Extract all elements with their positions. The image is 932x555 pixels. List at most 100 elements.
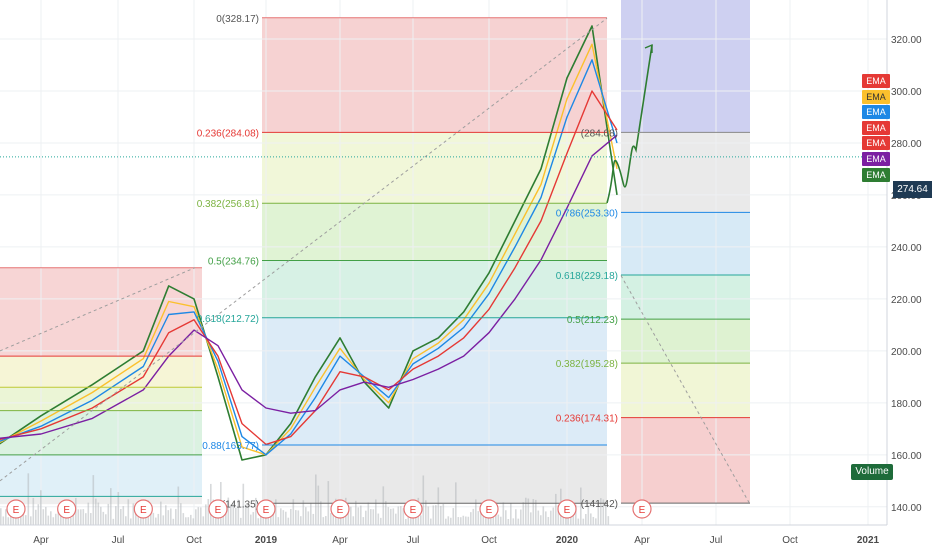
- fib-level-label: (141.35): [222, 499, 259, 510]
- legend-item-ema[interactable]: EMA: [862, 151, 890, 166]
- volume-bar: [97, 502, 100, 525]
- earnings-marker-label: E: [263, 505, 270, 516]
- volume-bar: [475, 499, 477, 525]
- legend-item-ema[interactable]: EMA: [862, 167, 890, 182]
- legend-item-ema[interactable]: EMA: [862, 74, 890, 88]
- volume-bar: [27, 473, 30, 525]
- volume-bar: [57, 508, 60, 525]
- volume-bar: [202, 516, 205, 525]
- fib-zone: [262, 260, 607, 318]
- volume-bar: [320, 501, 322, 525]
- fib-zone: [621, 319, 750, 364]
- fib-zone: [621, 275, 750, 320]
- volume-bar: [95, 498, 97, 525]
- volume-bar: [467, 516, 470, 525]
- volume-bar: [237, 499, 240, 525]
- volume-bar: [25, 515, 27, 525]
- volume-bar: [375, 499, 377, 525]
- volume-bar: [275, 499, 277, 525]
- fib-zone: [262, 17, 607, 133]
- volume-bar: [367, 502, 370, 525]
- fib-level-label: (284.08): [581, 128, 618, 139]
- volume-bar: [355, 500, 357, 525]
- earnings-marker: [57, 499, 77, 519]
- volume-bar: [312, 513, 315, 525]
- volume-bar: [107, 503, 110, 525]
- ema-series-line: [0, 43, 618, 456]
- volume-bar: [557, 505, 560, 525]
- volume-bar: [390, 508, 392, 525]
- fib-zone: [0, 496, 202, 505]
- volume-bar: [400, 506, 402, 525]
- fib-level-label: 0.382(256.81): [197, 199, 259, 210]
- volume-bar: [170, 508, 172, 525]
- volume-bar: [295, 510, 297, 525]
- x-axis-tick-label: Jul: [710, 535, 723, 546]
- volume-bar: [205, 504, 207, 525]
- volume-bar: [152, 512, 155, 525]
- volume-bar: [177, 486, 180, 525]
- volume-bar: [207, 499, 210, 525]
- x-axis-tick-label: 2020: [556, 535, 579, 546]
- earnings-marker: [133, 499, 153, 519]
- volume-bar: [277, 517, 280, 525]
- volume-bar: [175, 509, 177, 525]
- legend-item-ema[interactable]: EMA: [862, 120, 890, 135]
- volume-bar: [180, 503, 182, 525]
- fib-level-label: 0.5(234.76): [208, 257, 259, 268]
- legend-item-ema[interactable]: EMA: [862, 136, 890, 151]
- ema-series-line: [0, 59, 618, 456]
- fib-level-label: (141.42): [581, 499, 618, 510]
- volume-bar: [115, 506, 117, 525]
- volume-bar: [465, 516, 467, 525]
- volume-bar: [392, 508, 395, 525]
- fib-level-label: 0.236(174.31): [556, 414, 618, 425]
- volume-bar: [550, 510, 552, 525]
- last-price-tag: 274.64: [893, 181, 932, 198]
- earnings-marker-label: E: [215, 505, 222, 516]
- fib-level-label: 0.5(212.23): [567, 315, 618, 326]
- volume-bar: [127, 499, 130, 525]
- y-axis-tick-label: 220.00: [891, 295, 922, 306]
- volume-indicator-label[interactable]: Volume: [851, 464, 893, 480]
- volume-bar: [402, 508, 405, 525]
- volume-bar: [90, 513, 92, 525]
- volume-bar: [532, 499, 535, 525]
- volume-bar: [192, 518, 195, 525]
- legend-item-ema[interactable]: EMA: [862, 89, 890, 104]
- volume-bar: [42, 509, 45, 525]
- volume-bar: [35, 509, 37, 525]
- x-axis-tick-label: Apr: [634, 535, 650, 546]
- volume-bar: [77, 509, 80, 525]
- volume-bar: [322, 517, 325, 525]
- volume-bar: [317, 485, 320, 525]
- volume-bar: [505, 510, 507, 525]
- volume-bar: [52, 517, 55, 525]
- fib-zone: [262, 132, 607, 204]
- legend-item-ema[interactable]: EMA: [862, 105, 890, 120]
- trend-line-dashed: [0, 267, 196, 352]
- volume-bar: [377, 513, 380, 525]
- volume-bar: [512, 518, 515, 525]
- volume-bar: [535, 499, 537, 525]
- volume-bar: [257, 518, 260, 525]
- volume-bar: [352, 516, 355, 525]
- earnings-marker: [256, 499, 276, 519]
- volume-bar: [55, 513, 57, 525]
- volume-bar: [350, 506, 352, 525]
- volume-bar: [247, 504, 250, 525]
- volume-bar: [380, 517, 382, 525]
- y-axis-tick-label: 200.00: [891, 347, 922, 358]
- x-axis-panel: [0, 525, 887, 550]
- x-axis-tick-label: Oct: [186, 535, 202, 546]
- x-axis-tick-label: 2019: [255, 535, 278, 546]
- volume-bar: [307, 511, 310, 525]
- volume-bar: [597, 503, 600, 525]
- volume-bar: [140, 515, 142, 525]
- y-axis-tick-label: 320.00: [891, 35, 922, 46]
- volume-bar: [552, 507, 555, 525]
- volume-bar: [382, 486, 385, 525]
- y-axis-tick-label: 280.00: [891, 139, 922, 150]
- volume-bar: [580, 487, 582, 525]
